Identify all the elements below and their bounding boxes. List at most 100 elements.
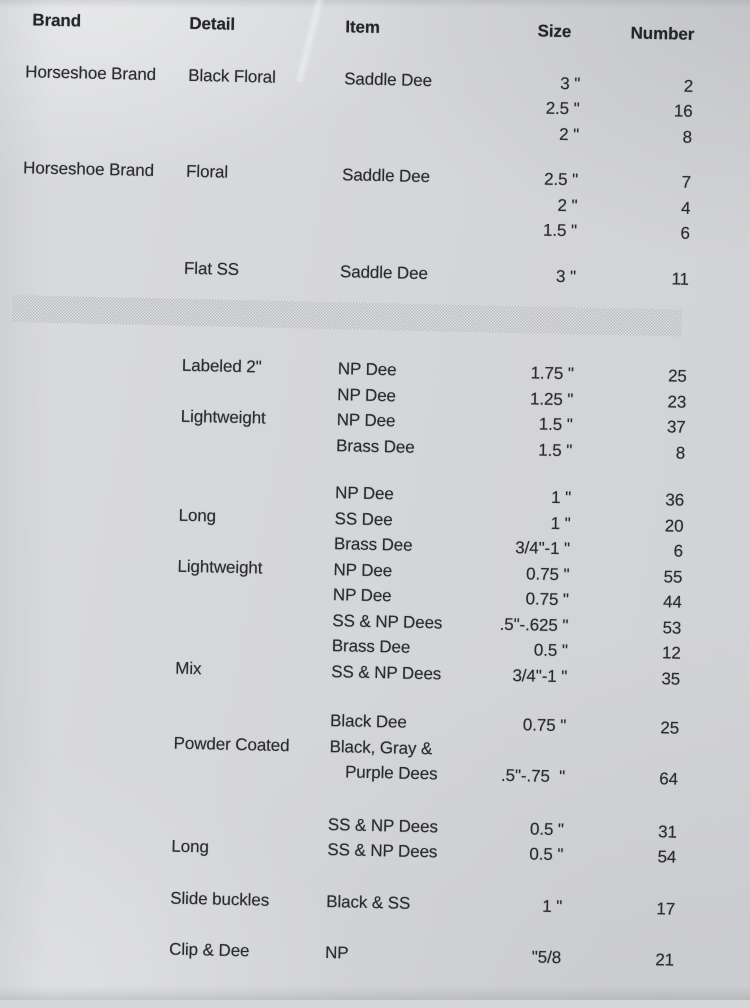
cell-number: 17 bbox=[656, 898, 676, 919]
column-header-number: Number bbox=[630, 23, 695, 44]
cell-size: 2.5 " bbox=[543, 169, 579, 190]
cell-number: 25 bbox=[660, 718, 680, 738]
redacted-band bbox=[11, 295, 683, 337]
cell-item: Brass Dee bbox=[333, 534, 413, 555]
cell-detail bbox=[173, 756, 330, 785]
cell-brand bbox=[15, 524, 179, 553]
column-header-detail: Detail bbox=[189, 13, 236, 34]
cell-detail bbox=[180, 429, 337, 458]
cell-brand bbox=[18, 400, 182, 429]
cell-detail: Labeled 2" bbox=[181, 355, 262, 377]
cell-size: 1.5 " bbox=[538, 440, 573, 460]
cell-item: NP Dee bbox=[333, 559, 393, 580]
column-header-item: Item bbox=[345, 17, 381, 37]
cell-detail bbox=[176, 604, 333, 633]
cell-item: Purple Dees bbox=[344, 762, 438, 784]
cell-detail: Mix bbox=[175, 658, 202, 678]
cell-number: 44 bbox=[662, 592, 683, 612]
cell-item: SS Dee bbox=[334, 508, 393, 529]
cell-number bbox=[565, 739, 679, 767]
cell-size: 1 " bbox=[550, 487, 572, 508]
cell-number: 2 bbox=[683, 76, 694, 96]
table-group: SS & NP Dees 0.5 " 31 Long SS & NP Dees … bbox=[8, 805, 743, 872]
cell-item: Saddle Dee bbox=[343, 68, 433, 90]
cell-detail: Floral bbox=[185, 161, 229, 182]
cell-detail: Long bbox=[171, 836, 210, 857]
cell-number: 53 bbox=[662, 617, 682, 638]
cell-brand bbox=[24, 110, 188, 139]
table-row: Clip & Dee NP "5/8 21 bbox=[6, 933, 740, 975]
cell-number: 20 bbox=[664, 515, 684, 536]
cell-item: Black Dee bbox=[329, 711, 407, 732]
cell-brand bbox=[6, 933, 170, 962]
cell-detail: Black Floral bbox=[188, 65, 277, 87]
table-header-row: Brand Detail Item Size Number bbox=[26, 7, 750, 49]
cell-item: Brass Dee bbox=[331, 636, 411, 657]
cell-brand: Horseshoe Brand bbox=[25, 61, 157, 84]
cell-brand bbox=[13, 626, 177, 655]
cell-detail bbox=[172, 808, 329, 837]
table-body: Horseshoe Brand Black Floral Saddle Dee … bbox=[6, 59, 750, 975]
cell-item bbox=[341, 213, 458, 241]
cell-number: 54 bbox=[657, 847, 677, 867]
cell-detail: Powder Coated bbox=[173, 733, 290, 755]
cell-item: Brass Dee bbox=[335, 435, 415, 457]
cell-detail bbox=[177, 579, 334, 608]
cell-detail: Lightweight bbox=[177, 556, 263, 578]
cell-number: 64 bbox=[659, 769, 679, 789]
cell-brand bbox=[24, 84, 188, 113]
cell-item: NP Dee bbox=[336, 410, 396, 431]
table-group: Black Dee 0.75 " 25 Powder Coated Black,… bbox=[10, 701, 745, 793]
cell-brand bbox=[10, 752, 174, 781]
cell-number: 4 bbox=[680, 198, 691, 218]
cell-detail bbox=[181, 378, 338, 407]
cell-item: SS & NP Dees bbox=[327, 840, 438, 862]
cell-size: 0.75 " bbox=[525, 563, 570, 584]
cell-brand bbox=[19, 349, 183, 378]
cell-brand bbox=[14, 575, 178, 604]
cell-size: 2 " bbox=[558, 124, 580, 144]
table-group: Labeled 2" NP Dee 1.75 " 25 NP Dee 1.25 … bbox=[17, 349, 750, 467]
cell-item: Saddle Dee bbox=[339, 261, 429, 283]
cell-brand bbox=[8, 830, 172, 859]
cell-size: 3 " bbox=[555, 266, 577, 286]
cell-detail: Flat SS bbox=[183, 258, 240, 279]
cell-brand bbox=[15, 499, 179, 528]
cell-size: 0.75 " bbox=[525, 589, 570, 610]
cell-brand: Horseshoe Brand bbox=[22, 158, 155, 181]
cell-number: 37 bbox=[666, 417, 686, 437]
table-group: Clip & Dee NP "5/8 21 bbox=[6, 933, 740, 975]
cell-number: 6 bbox=[673, 541, 684, 561]
cell-size: 0.5 " bbox=[529, 818, 565, 839]
table-group: Flat SS Saddle Dee 3 " 11 bbox=[21, 252, 750, 294]
cell-size: "5/8 bbox=[531, 947, 562, 968]
column-header-size: Size bbox=[537, 21, 572, 42]
cell-detail bbox=[185, 184, 342, 213]
cell-detail bbox=[187, 113, 344, 142]
column-header-brand: Brand bbox=[32, 10, 82, 31]
cell-detail bbox=[174, 705, 331, 734]
cell-brand bbox=[9, 805, 173, 834]
cell-size bbox=[445, 736, 566, 764]
cell-item: Black & SS bbox=[326, 891, 411, 913]
table-group: Slide buckles Black & SS 1 " 17 bbox=[7, 882, 741, 924]
cell-item: SS & NP Dees bbox=[332, 610, 443, 632]
cell-size: 1 " bbox=[550, 513, 571, 533]
cell-number: 21 bbox=[655, 950, 675, 970]
cell-size: 1.25 " bbox=[529, 388, 574, 409]
cell-number: 6 bbox=[680, 223, 691, 243]
cell-number: 31 bbox=[657, 821, 678, 842]
cell-size: 2.5 " bbox=[545, 98, 580, 119]
cell-number: 36 bbox=[665, 490, 685, 510]
cell-brand bbox=[17, 426, 181, 455]
cell-item: Black, Gray & bbox=[329, 736, 433, 758]
cell-brand bbox=[7, 882, 171, 911]
cell-detail bbox=[185, 210, 342, 239]
table-group: Horseshoe Brand Floral Saddle Dee 2.5 " … bbox=[22, 155, 750, 247]
cell-number: 8 bbox=[675, 443, 686, 463]
cell-brand bbox=[21, 252, 185, 281]
cell-number: 16 bbox=[673, 101, 693, 121]
cell-detail: Lightweight bbox=[180, 406, 266, 428]
cell-item: NP Dee bbox=[337, 359, 397, 380]
